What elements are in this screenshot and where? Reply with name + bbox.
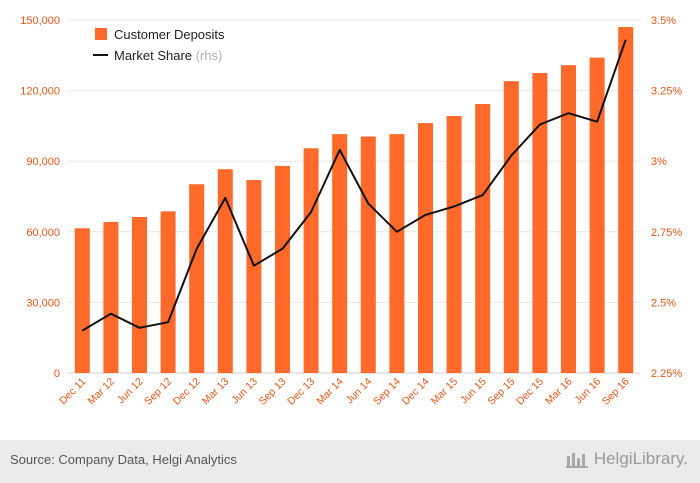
x-tick-label: Dec 11 [57,376,89,408]
x-tick-label: Jun 16 [572,376,603,407]
deposit-bar [618,27,634,374]
x-tick-label: Jun 14 [344,376,375,407]
x-tick-label: Dec 14 [400,376,432,408]
legend-label-deposits: Customer Deposits [114,27,225,42]
deposit-bar [503,81,519,373]
market-share-line-group [81,39,627,332]
left-tick-label: 30,000 [26,297,60,309]
left-axis: 0 30,000 60,000 90,000 120,000 150,000 [20,15,60,380]
x-tick-label: Mar 13 [200,376,232,408]
deposit-bar [303,148,319,373]
legend-label-market-share: Market Share (rhs) [114,48,222,63]
deposit-bar [103,221,119,373]
legend: Customer Deposits Market Share (rhs) [93,27,225,63]
x-tick-label: Mar 15 [429,376,461,408]
deposit-bar [475,104,491,373]
deposit-bar [446,116,462,374]
deposit-bar [418,123,433,374]
grid [68,19,640,374]
right-tick-label: 2.75% [651,227,682,239]
legend-label-market-share-name: Market Share [114,48,192,63]
left-tick-label: 120,000 [20,86,60,98]
deposit-bar [74,228,90,373]
brand-logo: HelgiLibrary. [565,449,688,469]
brand-name: HelgiLibrary. [593,449,688,468]
x-tick-label: Sep 12 [142,376,174,408]
x-tick-label: Mar 12 [85,376,117,408]
library-icon [565,453,588,468]
right-tick-label: 3.5% [651,15,676,27]
footer: Source: Company Data, Helgi Analytics He… [0,440,700,483]
deposit-bar [217,169,233,373]
legend-label-market-share-suffix: (rhs) [196,48,223,63]
deposit-bar [275,165,290,373]
bars [74,27,634,374]
left-tick-label: 150,000 [20,15,60,27]
legend-swatch-deposits [95,28,107,40]
x-tick-label: Sep 14 [371,376,403,408]
deposit-bar [532,72,548,373]
market-share-line [81,39,627,332]
x-tick-label: Jun 12 [115,376,146,407]
source-text: Source: Company Data, Helgi Analytics [10,452,237,467]
right-tick-label: 2.5% [651,297,676,309]
x-tick-label: Mar 16 [543,376,575,408]
deposit-bar [189,184,205,373]
x-tick-label: Sep 15 [485,376,517,408]
deposit-bar [160,211,176,373]
right-tick-label: 3.25% [651,86,682,98]
right-tick-label: 2.25% [651,368,682,380]
left-tick-label: 0 [54,368,60,380]
deposit-bar [360,136,376,373]
left-tick-label: 60,000 [26,227,60,239]
left-tick-label: 90,000 [26,156,60,168]
x-tick-label: Dec 12 [171,376,203,408]
deposit-bar [561,65,576,374]
x-tick-label: Dec 15 [514,376,546,408]
x-tick-label: Jun 13 [229,376,260,407]
deposit-bar [589,57,605,374]
deposit-bar [246,180,262,373]
x-tick-label: Sep 16 [600,376,632,408]
right-axis: 2.25% 2.5% 2.75% 3% 3.25% 3.5% [651,15,682,380]
x-tick-label: Sep 13 [257,376,289,408]
deposit-bar [132,216,147,373]
deposit-bar [389,134,405,373]
x-tick-label: Dec 13 [285,376,317,408]
x-tick-label: Mar 14 [314,376,346,408]
right-tick-label: 3% [651,156,667,168]
deposit-bar [332,134,348,373]
x-tick-label: Jun 15 [458,376,489,407]
